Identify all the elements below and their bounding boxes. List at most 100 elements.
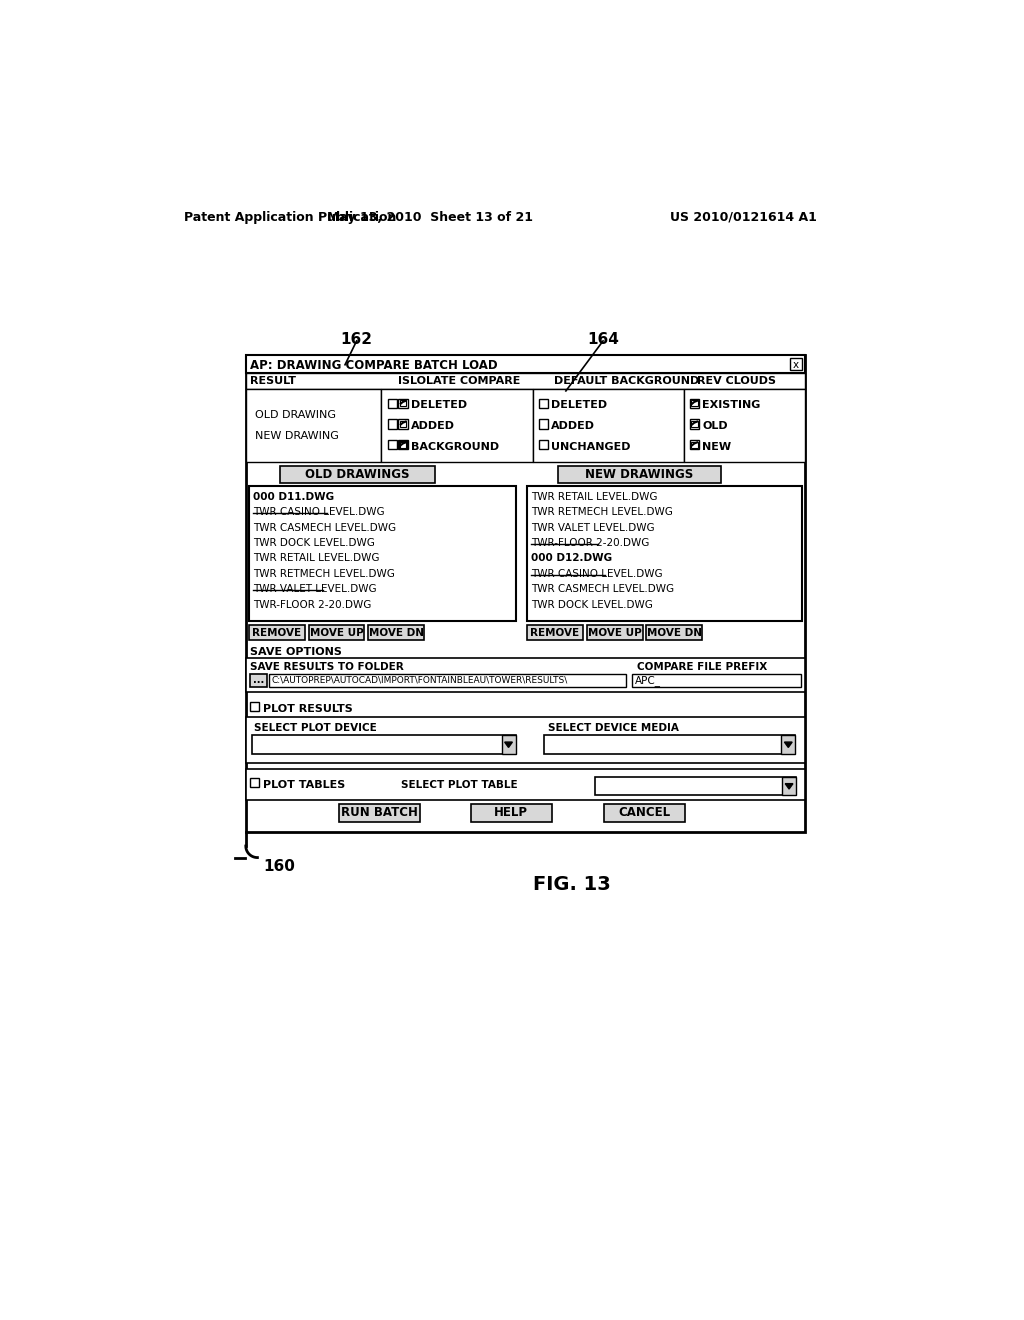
Text: C:\AUTOPREP\AUTOCAD\IMPORT\FONTAINBLEAU\TOWER\RESULTS\: C:\AUTOPREP\AUTOCAD\IMPORT\FONTAINBLEAU\… bbox=[271, 675, 567, 684]
Text: REMOVE: REMOVE bbox=[530, 628, 580, 638]
Text: EXISTING: EXISTING bbox=[702, 400, 761, 411]
Text: 162: 162 bbox=[341, 331, 373, 347]
Text: UNCHANGED: UNCHANGED bbox=[551, 442, 631, 451]
Text: MOVE DN: MOVE DN bbox=[647, 628, 701, 638]
Bar bbox=[539, 420, 548, 429]
Bar bbox=[249, 487, 516, 622]
Text: 000 D12.DWG: 000 D12.DWG bbox=[531, 553, 612, 564]
Text: PLOT TABLES: PLOT TABLES bbox=[263, 780, 345, 789]
Bar bbox=[399, 421, 407, 428]
Bar bbox=[690, 420, 699, 429]
Text: ...: ... bbox=[253, 676, 264, 685]
Text: MOVE UP: MOVE UP bbox=[588, 628, 642, 638]
Bar bbox=[539, 441, 548, 449]
Text: RUN BATCH: RUN BATCH bbox=[341, 807, 418, 820]
Text: TWR RETAIL LEVEL.DWG: TWR RETAIL LEVEL.DWG bbox=[531, 492, 657, 502]
Text: NEW: NEW bbox=[702, 442, 731, 451]
Text: TWR CASMECH LEVEL.DWG: TWR CASMECH LEVEL.DWG bbox=[253, 523, 396, 532]
Text: FIG. 13: FIG. 13 bbox=[534, 875, 611, 894]
Bar bbox=[246, 717, 805, 763]
Text: NEW DRAWINGS: NEW DRAWINGS bbox=[586, 469, 693, 482]
Text: REMOVE: REMOVE bbox=[252, 628, 301, 638]
Text: ADDED: ADDED bbox=[411, 421, 455, 430]
Bar bbox=[684, 388, 805, 462]
Bar bbox=[339, 804, 420, 822]
Text: TWR RETMECH LEVEL.DWG: TWR RETMECH LEVEL.DWG bbox=[253, 569, 394, 578]
Bar bbox=[250, 702, 259, 711]
Text: OLD DRAWINGS: OLD DRAWINGS bbox=[305, 469, 410, 482]
Text: TWR DOCK LEVEL.DWG: TWR DOCK LEVEL.DWG bbox=[253, 539, 375, 548]
Text: 164: 164 bbox=[587, 331, 620, 347]
Text: TWR VALET LEVEL.DWG: TWR VALET LEVEL.DWG bbox=[531, 523, 654, 532]
Text: TWR RETMECH LEVEL.DWG: TWR RETMECH LEVEL.DWG bbox=[531, 507, 673, 517]
Bar bbox=[398, 441, 408, 449]
Text: SAVE RESULTS TO FOLDER: SAVE RESULTS TO FOLDER bbox=[250, 663, 403, 672]
Bar bbox=[539, 399, 548, 408]
Text: OLD DRAWING: OLD DRAWING bbox=[255, 411, 336, 420]
Text: RESULT: RESULT bbox=[250, 376, 296, 387]
Text: SAVE OPTIONS: SAVE OPTIONS bbox=[250, 647, 342, 657]
Bar bbox=[691, 421, 697, 428]
Text: TWR RETAIL LEVEL.DWG: TWR RETAIL LEVEL.DWG bbox=[253, 553, 379, 564]
Bar bbox=[691, 442, 697, 447]
Bar bbox=[308, 626, 365, 640]
Bar bbox=[246, 355, 805, 832]
Bar bbox=[250, 673, 266, 688]
Bar bbox=[527, 487, 802, 622]
Text: BACKGROUND: BACKGROUND bbox=[411, 442, 499, 451]
Bar bbox=[388, 399, 397, 408]
Bar bbox=[544, 735, 796, 754]
Bar bbox=[381, 388, 532, 462]
Text: TWR CASINO LEVEL.DWG: TWR CASINO LEVEL.DWG bbox=[253, 507, 384, 517]
Text: TWR VALET LEVEL.DWG: TWR VALET LEVEL.DWG bbox=[253, 585, 377, 594]
Bar bbox=[790, 358, 802, 370]
Bar bbox=[250, 779, 259, 788]
Bar bbox=[471, 804, 552, 822]
Bar bbox=[388, 441, 397, 449]
Bar bbox=[690, 399, 699, 408]
Polygon shape bbox=[785, 784, 793, 789]
Bar bbox=[691, 400, 697, 407]
Polygon shape bbox=[784, 742, 793, 747]
Text: APC_: APC_ bbox=[635, 675, 660, 686]
Bar bbox=[249, 626, 305, 640]
Bar bbox=[646, 626, 702, 640]
Bar bbox=[399, 400, 407, 407]
Bar bbox=[690, 441, 699, 449]
Text: DELETED: DELETED bbox=[411, 400, 467, 411]
Bar bbox=[398, 420, 408, 429]
Bar bbox=[252, 735, 515, 754]
Text: 000 D11.DWG: 000 D11.DWG bbox=[253, 492, 334, 502]
Text: 160: 160 bbox=[263, 859, 295, 874]
Text: AP: DRAWING COMPARE BATCH LOAD: AP: DRAWING COMPARE BATCH LOAD bbox=[251, 359, 498, 372]
Text: SELECT DEVICE MEDIA: SELECT DEVICE MEDIA bbox=[548, 723, 679, 733]
Text: HELP: HELP bbox=[495, 807, 528, 820]
Text: DEFAULT BACKGROUND: DEFAULT BACKGROUND bbox=[554, 376, 699, 387]
Text: COMPARE FILE PREFIX: COMPARE FILE PREFIX bbox=[637, 663, 767, 672]
Bar bbox=[527, 626, 583, 640]
Text: MOVE DN: MOVE DN bbox=[369, 628, 424, 638]
Text: x: x bbox=[793, 360, 799, 370]
Bar bbox=[388, 420, 397, 429]
Bar bbox=[246, 388, 381, 462]
Text: TWR DOCK LEVEL.DWG: TWR DOCK LEVEL.DWG bbox=[531, 599, 653, 610]
Bar bbox=[532, 388, 684, 462]
Text: SELECT PLOT TABLE: SELECT PLOT TABLE bbox=[400, 780, 517, 789]
Bar bbox=[398, 399, 408, 408]
Bar bbox=[246, 770, 805, 800]
Text: OLD: OLD bbox=[702, 421, 728, 430]
Bar bbox=[604, 804, 685, 822]
Polygon shape bbox=[505, 742, 512, 747]
Text: TWR CASMECH LEVEL.DWG: TWR CASMECH LEVEL.DWG bbox=[531, 585, 674, 594]
Bar bbox=[781, 735, 796, 754]
Text: ISLOLATE COMPARE: ISLOLATE COMPARE bbox=[398, 376, 521, 387]
Text: May 13, 2010  Sheet 13 of 21: May 13, 2010 Sheet 13 of 21 bbox=[328, 211, 534, 224]
Bar bbox=[595, 776, 796, 795]
Text: REV CLOUDS: REV CLOUDS bbox=[697, 376, 776, 387]
Text: CANCEL: CANCEL bbox=[618, 807, 671, 820]
Bar bbox=[782, 776, 796, 795]
Bar bbox=[269, 673, 626, 688]
Text: NEW DRAWING: NEW DRAWING bbox=[255, 430, 339, 441]
Text: PLOT RESULTS: PLOT RESULTS bbox=[263, 704, 352, 714]
Text: Patent Application Publication: Patent Application Publication bbox=[183, 211, 396, 224]
